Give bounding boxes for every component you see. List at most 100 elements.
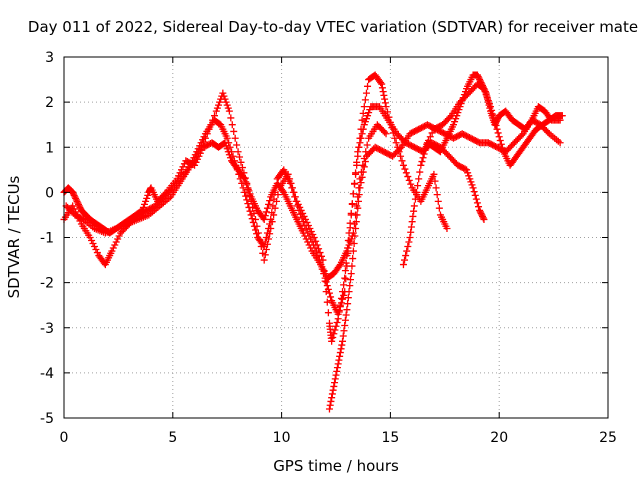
data-point xyxy=(338,341,346,349)
data-point xyxy=(331,326,339,334)
data-point xyxy=(332,371,340,379)
data-point xyxy=(364,112,372,120)
data-point xyxy=(227,114,235,122)
data-point xyxy=(361,96,369,104)
data-point xyxy=(404,243,412,251)
data-point xyxy=(477,209,485,217)
x-tick-label: 10 xyxy=(273,430,291,446)
data-point xyxy=(193,155,201,163)
data-point xyxy=(334,360,342,368)
data-point xyxy=(261,251,269,259)
data-point xyxy=(377,79,385,87)
data-point xyxy=(193,148,201,156)
data-point xyxy=(223,145,231,153)
data-point xyxy=(481,88,489,96)
data-point xyxy=(251,226,259,234)
data-point xyxy=(196,142,204,150)
data-point xyxy=(354,148,362,156)
data-point xyxy=(402,169,410,177)
y-tick-label: -2 xyxy=(40,276,54,292)
data-point xyxy=(73,197,81,205)
data-point xyxy=(473,199,481,207)
chart-title: Day 011 of 2022, Sidereal Day-to-day VTE… xyxy=(28,18,638,36)
data-point xyxy=(196,149,204,157)
data-point xyxy=(356,175,364,183)
data-point xyxy=(317,252,325,260)
y-tick-label: -4 xyxy=(40,366,54,382)
data-point xyxy=(329,334,337,342)
data-point xyxy=(344,244,352,252)
data-point xyxy=(216,98,224,106)
data-point xyxy=(223,134,231,142)
data-point xyxy=(88,237,96,245)
data-point xyxy=(471,191,479,199)
data-point xyxy=(111,241,119,249)
data-point xyxy=(397,152,405,160)
data-point xyxy=(222,142,230,150)
data-point xyxy=(190,154,198,162)
data-point xyxy=(409,212,417,220)
data-point xyxy=(340,291,348,299)
x-tick-label: 15 xyxy=(381,430,399,446)
data-point xyxy=(484,97,492,105)
data-point xyxy=(379,88,387,96)
data-point xyxy=(247,211,255,219)
data-point xyxy=(405,238,413,246)
data-point xyxy=(262,234,270,241)
data-point xyxy=(426,133,434,141)
data-point xyxy=(176,169,184,177)
y-tick-label: 3 xyxy=(45,50,54,66)
data-point xyxy=(417,161,425,169)
data-point xyxy=(358,116,366,124)
data-point xyxy=(493,125,501,133)
data-point xyxy=(479,212,487,220)
data-point xyxy=(141,200,149,208)
data-point xyxy=(434,197,442,205)
data-point xyxy=(472,195,480,203)
data-point xyxy=(328,394,336,402)
x-axis-label: GPS time / hours xyxy=(273,457,399,475)
data-marks xyxy=(60,71,566,413)
data-point xyxy=(307,244,315,252)
data-point xyxy=(213,104,221,112)
data-point xyxy=(269,202,277,210)
data-point xyxy=(253,230,261,238)
data-point xyxy=(221,139,229,147)
data-point xyxy=(337,299,345,307)
data-point xyxy=(344,294,352,302)
data-point xyxy=(407,180,415,188)
data-point xyxy=(480,85,488,93)
data-point xyxy=(469,184,477,192)
data-point xyxy=(86,234,94,241)
data-point xyxy=(492,121,500,129)
data-point xyxy=(398,157,406,165)
data-point xyxy=(244,184,252,192)
data-point xyxy=(263,204,271,212)
data-point xyxy=(198,146,206,154)
data-point xyxy=(302,235,310,243)
data-point xyxy=(341,267,349,275)
data-point xyxy=(161,190,169,198)
data-point xyxy=(301,221,309,229)
data-point xyxy=(391,134,399,142)
data-point xyxy=(295,206,303,214)
series-track-3 xyxy=(325,116,564,413)
x-tick-label: 20 xyxy=(490,430,508,446)
data-point xyxy=(191,151,199,159)
data-point xyxy=(357,134,365,142)
data-point xyxy=(495,133,503,141)
data-point xyxy=(498,144,506,152)
data-point xyxy=(518,131,526,139)
data-point xyxy=(144,191,152,199)
data-point xyxy=(360,163,368,171)
series-track-5 xyxy=(419,80,566,169)
data-point xyxy=(339,332,347,340)
data-point xyxy=(335,262,343,270)
data-point xyxy=(345,288,353,296)
data-point xyxy=(424,136,432,144)
y-tick-label: 2 xyxy=(45,95,54,111)
data-point xyxy=(430,170,438,178)
data-point xyxy=(544,128,552,136)
data-point xyxy=(331,379,339,387)
data-point xyxy=(490,114,498,122)
